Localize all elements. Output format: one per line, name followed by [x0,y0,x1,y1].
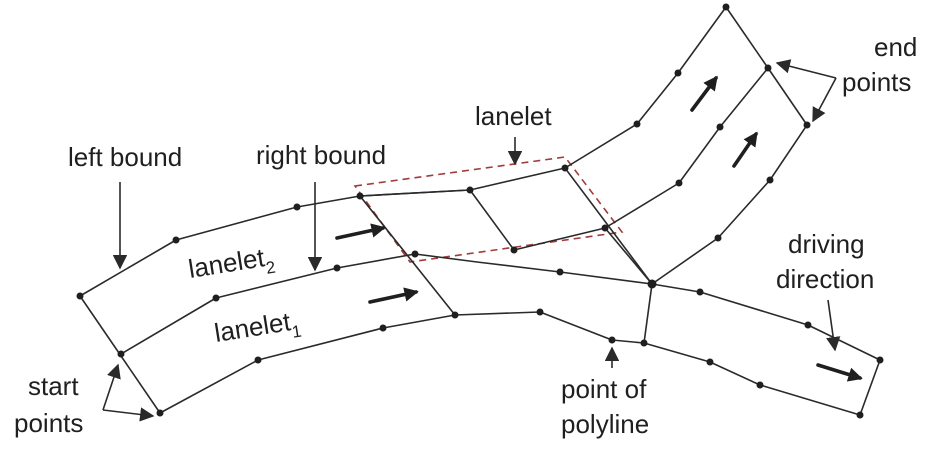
lanelet-label: lanelet [475,101,552,131]
direction-arrow-upper-left [690,75,718,112]
driving-direction-label-line1: driving [788,229,865,259]
cross-end-low [859,359,881,416]
polyline-upper-left [359,6,727,197]
start-points-label-line2: points [14,408,83,438]
cross-end-top [725,6,769,69]
highlighted-lanelet-outline [353,156,624,263]
cross-bottom [643,283,653,344]
arrow-end-points-2 [812,77,837,123]
arrow-start-points-2 [102,407,155,422]
polyline-upper-right [604,124,808,285]
arrow-driving-direction [826,299,841,352]
point-of-polyline-label-line2: polyline [561,409,649,439]
polyline-top [79,67,769,297]
driving-direction-label-line2: direction [776,264,874,294]
right-bound-label: right bound [256,140,386,170]
left-bound-label: left bound [68,142,182,172]
direction-arrows [335,75,863,382]
lanelet1-label: lanelet1 [212,305,303,354]
annotation-arrows [102,59,841,422]
point-of-polyline-label-line1: point of [561,374,647,404]
start-points-label-line1: start [28,371,79,401]
arrow-end-points [775,59,837,79]
lanelet2-label: lanelet2 [186,241,277,290]
cross-end-top2 [767,67,808,126]
arrow-start-points [102,363,121,411]
direction-arrow-right [816,363,863,382]
polyline-middle [120,253,881,361]
end-points-label-line2: points [842,67,911,97]
direction-arrow-lanelet1 [368,287,419,304]
polyline-points [76,3,884,419]
cross-mid-right [564,167,653,285]
cross-mid-left [359,195,456,316]
direction-arrow-lanelet2 [335,223,386,240]
direction-arrow-upper-right [732,131,758,168]
polyline-bottom [159,311,861,416]
end-points-label-line1: end [874,32,917,62]
